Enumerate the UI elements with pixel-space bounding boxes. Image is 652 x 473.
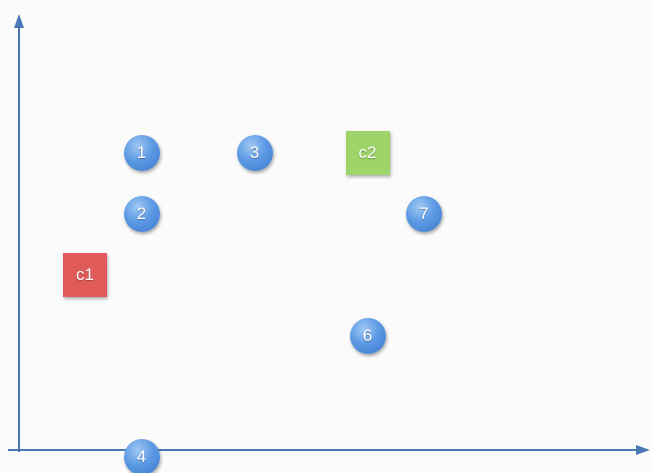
point-4: 4 (123, 438, 160, 473)
point-7: 7 (406, 196, 442, 233)
point-3: 3 (236, 135, 273, 172)
point-2: 2 (123, 196, 160, 233)
point-6: 6 (349, 317, 386, 354)
y-axis-arrowhead (14, 14, 24, 28)
centroid-c1: c1 (63, 252, 107, 297)
centroid-c2: c2 (345, 131, 390, 176)
x-axis-arrowhead (636, 445, 650, 455)
point-1: 1 (123, 135, 160, 172)
